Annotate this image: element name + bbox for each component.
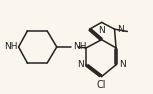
Text: NH: NH [73, 42, 86, 51]
Text: Cl: Cl [97, 80, 106, 90]
Text: NH: NH [4, 42, 17, 51]
Text: N: N [77, 60, 84, 69]
Text: N: N [98, 26, 105, 35]
Text: N: N [117, 25, 124, 34]
Text: N: N [119, 60, 125, 69]
